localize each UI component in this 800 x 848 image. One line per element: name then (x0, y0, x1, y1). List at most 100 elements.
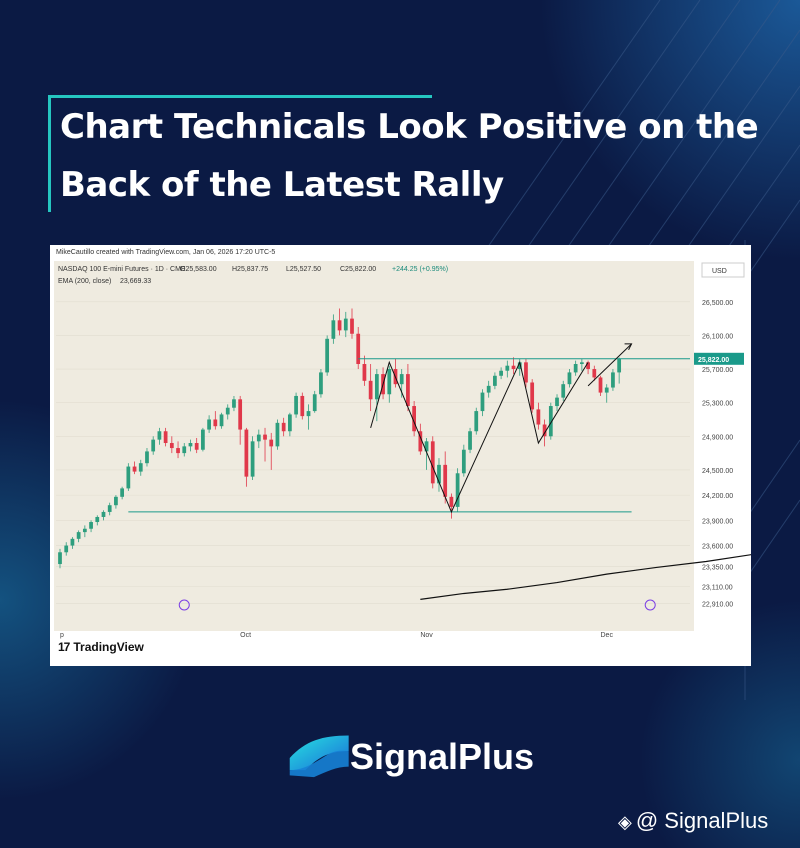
candle-body (499, 370, 503, 376)
candle-body (176, 448, 180, 454)
candle-body (374, 374, 379, 400)
candle-body (430, 441, 435, 484)
candle-body (412, 406, 417, 432)
candle-body (604, 387, 609, 393)
breakout-arrow (587, 343, 632, 387)
y-tick-label: 26,500.00 (702, 300, 733, 307)
candle-body (95, 516, 100, 523)
candle-body (70, 538, 75, 546)
y-tick-label: 25,300.00 (702, 401, 733, 408)
y-tick-label: 25,700.00 (702, 367, 733, 374)
title-frame (48, 95, 432, 212)
currency-box (701, 262, 745, 278)
candle-body (76, 532, 81, 539)
candle-body (350, 318, 354, 334)
candle-body (561, 384, 566, 398)
candle-body (418, 431, 423, 452)
y-tick-label: 26,100.00 (702, 333, 733, 340)
candle-body (493, 375, 497, 386)
candle-body (312, 394, 317, 412)
candle-body (281, 422, 286, 432)
candle-body (82, 528, 87, 533)
candle-body (368, 380, 373, 400)
y-tick-label: 23,350.00 (702, 565, 733, 572)
candle-body (120, 488, 125, 497)
currency-label: USD (712, 268, 727, 275)
y-tick-label: 23,600.00 (702, 544, 733, 551)
candle-body (163, 431, 168, 444)
candle-body (182, 446, 187, 454)
candle-body (579, 362, 584, 365)
y-tick-label: 24,900.00 (702, 434, 733, 441)
y-tick-label: 23,110.00 (702, 585, 733, 592)
candle-body (406, 374, 410, 407)
candle-body (306, 411, 311, 417)
candle-body (169, 443, 174, 449)
candle-body (480, 392, 485, 412)
candle-body (201, 429, 205, 450)
event-marker-icon (644, 599, 656, 611)
candle-body (573, 364, 578, 373)
candle-body (64, 545, 69, 553)
tradingview-logo-text: TradingView (73, 640, 144, 654)
candle-body (157, 431, 162, 440)
ohlc-close: C25,822.00 (340, 266, 376, 273)
candle-body (331, 320, 336, 339)
candle-body (437, 464, 441, 484)
candle-body (555, 397, 559, 407)
candle-body (536, 409, 541, 425)
candle-body (449, 496, 454, 507)
ema-value: 23,669.33 (120, 278, 151, 285)
candle-body (486, 385, 491, 393)
candle-body (592, 369, 597, 378)
candle-body (250, 441, 255, 477)
candle-body (356, 333, 361, 365)
y-tick-label: 22,910.00 (702, 602, 733, 609)
candle-body (567, 372, 572, 385)
candle-body (287, 414, 292, 432)
symbol-line: NASDAQ 100 E-mini Futures · 1D · CME (58, 266, 186, 273)
candle-body (114, 496, 118, 506)
candle-body (617, 358, 622, 373)
x-tick-label: Dec (601, 632, 614, 639)
candle-body (213, 419, 218, 427)
candle-body (337, 320, 342, 331)
candle-body (58, 552, 62, 565)
tradingview-logo: 17 TradingView (58, 640, 144, 654)
ohlc-open: O25,583.00 (180, 266, 217, 273)
candlestick-chart: NASDAQ 100 E-mini Futures · 1D · CME O25… (54, 261, 751, 639)
y-tick-label: 24,500.00 (702, 468, 733, 475)
candle-body (151, 439, 156, 452)
candle-body (517, 362, 522, 370)
ema-line (420, 554, 751, 600)
candle-body (194, 443, 199, 450)
candle-body (511, 365, 516, 370)
candle-body (387, 369, 392, 395)
candle-body (424, 441, 429, 452)
ohlc-high: H25,837.75 (232, 266, 268, 273)
candle-body (455, 473, 460, 507)
ohlc-low: L25,527.50 (286, 266, 321, 273)
y-tick-label: 23,900.00 (702, 518, 733, 525)
candle-body (443, 464, 448, 497)
candle-body (399, 374, 404, 385)
signalplus-logo-icon (289, 735, 349, 778)
candle-body (362, 364, 367, 381)
ema-label: EMA (200, close) (58, 278, 111, 285)
breakout-arrow-head (624, 343, 633, 351)
plot-area (54, 261, 694, 631)
candle-body (343, 318, 348, 331)
brand-name: SignalPlus (350, 736, 535, 777)
candle-body (263, 434, 267, 440)
social-handle: ◈ @ SignalPlus (618, 808, 768, 834)
candle-body (548, 406, 553, 437)
ohlc-change: +244.25 (+0.95%) (392, 266, 448, 273)
candle-body (145, 451, 149, 464)
candle-body (325, 338, 330, 373)
candle-body (101, 511, 106, 517)
x-tick-label: Oct (240, 632, 251, 639)
event-marker-icon (178, 599, 190, 611)
candle-body (219, 414, 224, 427)
candle-body (461, 449, 466, 474)
candle-body (269, 439, 274, 447)
